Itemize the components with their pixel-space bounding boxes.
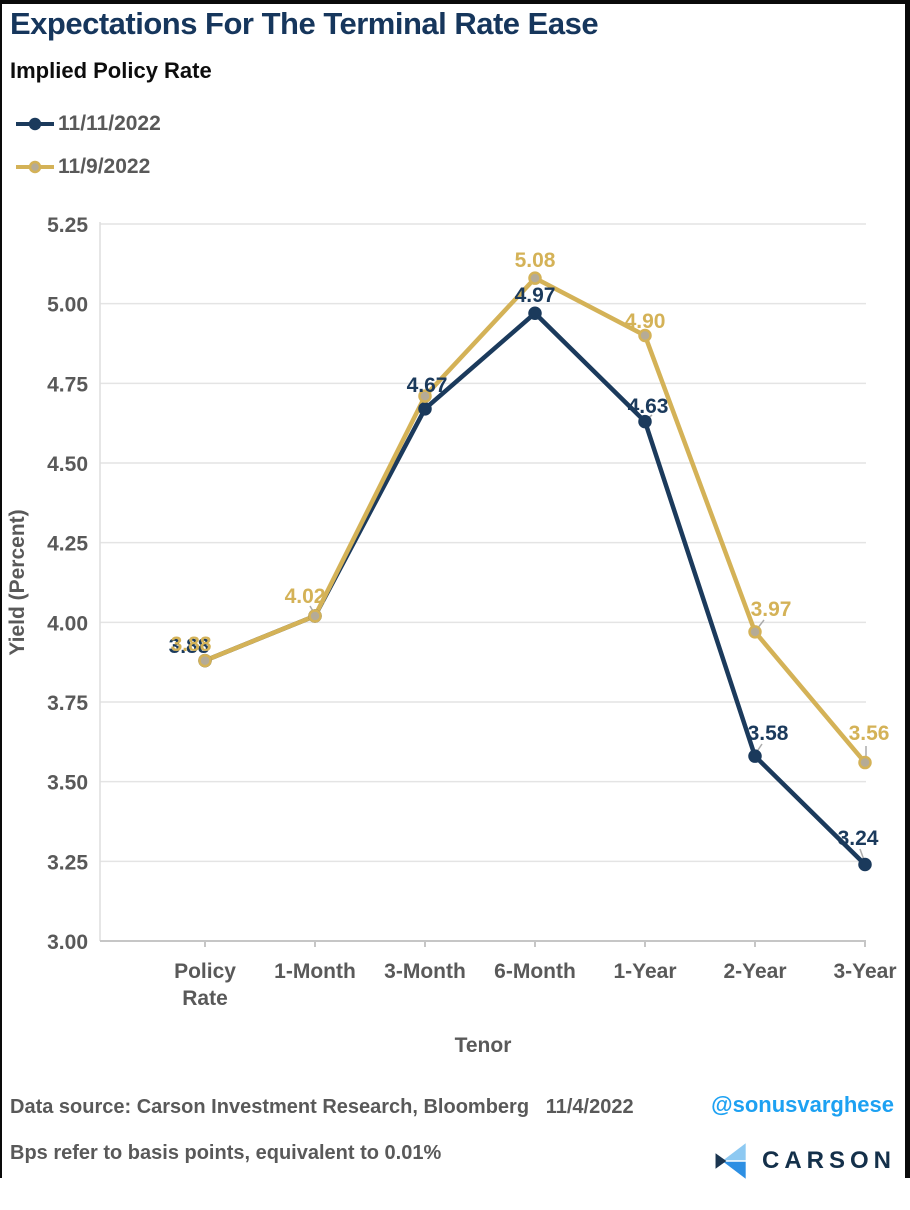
data-label: 3.24 xyxy=(838,827,879,850)
legend-marker-navy-icon xyxy=(16,117,54,131)
y-tick-label: 3.00 xyxy=(47,931,88,954)
x-tick-label: 6-Month xyxy=(494,960,576,983)
legend-label: 11/11/2022 xyxy=(58,112,161,135)
legend-item-11-11-2022: 11/11/2022 xyxy=(14,112,161,136)
marker-11/9/2022-Policy Rate xyxy=(198,653,212,668)
legend-item-11-9-2022: 11/9/2022 xyxy=(14,155,161,179)
footnote-text: Bps refer to basis points, equivalent to… xyxy=(10,1142,442,1164)
data-label: 4.97 xyxy=(515,284,556,307)
marker-11/11/2022-6-Month xyxy=(528,306,542,320)
data-source-text: Data source: Carson Investment Research,… xyxy=(10,1096,634,1118)
y-tick-label: 4.00 xyxy=(47,612,88,635)
y-tick-label: 3.50 xyxy=(47,772,88,795)
marker-11/9/2022-6-Month xyxy=(528,271,542,285)
marker-11/9/2022-2-Year xyxy=(748,625,762,639)
page-title: Expectations For The Terminal Rate Ease xyxy=(10,6,599,41)
carson-logo: CARSON xyxy=(714,1138,896,1184)
data-label: 4.02 xyxy=(285,585,326,608)
x-tick-label: 1-Year xyxy=(613,960,676,983)
y-tick-label: 5.25 xyxy=(47,214,88,237)
x-axis-title: Tenor xyxy=(455,1034,512,1057)
chart-legend: 11/11/2022 11/9/2022 xyxy=(14,112,161,198)
legend-marker-gold-icon xyxy=(16,160,54,174)
data-label: 5.08 xyxy=(515,249,556,272)
marker-11/9/2022-3-Month xyxy=(418,389,432,403)
data-label: 3.97 xyxy=(751,598,792,621)
y-tick-label: 4.50 xyxy=(47,453,88,476)
x-tick-label: 1-Month xyxy=(274,960,356,983)
x-tick-label: 2-Year xyxy=(723,960,786,983)
marker-11/11/2022-3-Month xyxy=(418,402,432,416)
data-label: 4.67 xyxy=(407,374,448,397)
data-label: 4.90 xyxy=(625,310,666,333)
marker-11/9/2022-1-Year xyxy=(638,328,652,343)
marker-11/9/2022-3-Year xyxy=(858,755,872,770)
twitter-handle-link[interactable]: @sonusvarghese xyxy=(711,1092,894,1117)
marker-11/9/2022-1-Month xyxy=(308,609,322,623)
data-label: 3.58 xyxy=(748,722,789,745)
data-label: 3.56 xyxy=(849,722,890,745)
y-tick-label: 4.75 xyxy=(47,373,88,396)
y-tick-label: 4.25 xyxy=(47,533,88,556)
carson-logo-icon xyxy=(715,1143,746,1179)
x-tick-label: Rate xyxy=(182,987,228,1010)
marker-11/11/2022-3-Year xyxy=(858,857,872,872)
legend-dot xyxy=(28,117,42,131)
carson-logo-text: CARSON xyxy=(762,1147,897,1174)
implied-policy-rate-chart: 3.00 3.25 3.50 3.75 4.00 4.25 4.50 4.75 5.00 5.25… xyxy=(6,214,897,1057)
y-tick-label: 3.25 xyxy=(47,851,88,874)
x-tick-label: 3-Month xyxy=(384,960,466,983)
x-tick-label: 3-Year xyxy=(833,960,896,983)
marker-11/11/2022-2-Year xyxy=(748,749,762,763)
y-tick-label: 5.00 xyxy=(47,294,88,317)
y-tick-label: 3.75 xyxy=(47,692,88,715)
x-tick-label: Policy xyxy=(174,960,236,983)
marker-11/11/2022-1-Year xyxy=(638,414,652,429)
data-label: 4.63 xyxy=(628,395,669,418)
legend-dot xyxy=(28,160,42,174)
data-label: 3.88 xyxy=(171,633,212,656)
series-line-1 xyxy=(204,275,867,764)
legend-label: 11/9/2022 xyxy=(58,155,151,178)
y-axis-title: Yield (Percent) xyxy=(6,509,29,655)
data-label-shadow: 3.88 xyxy=(169,635,210,658)
chart-subtitle: Implied Policy Rate xyxy=(10,58,212,83)
